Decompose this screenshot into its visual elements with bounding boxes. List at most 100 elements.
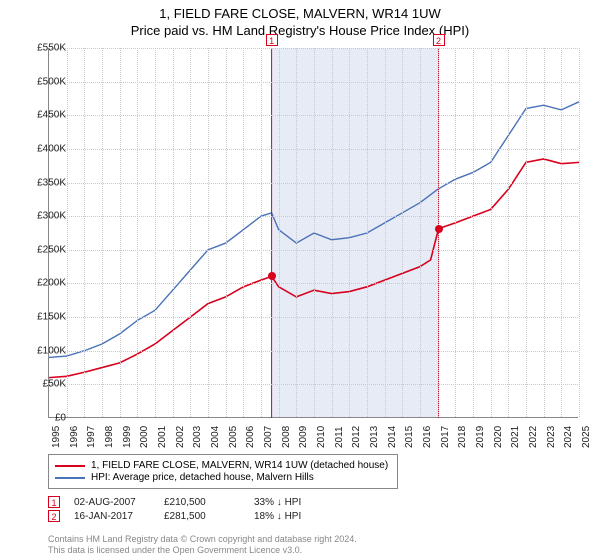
gridline-v bbox=[208, 48, 209, 417]
x-axis-label: 2021 bbox=[510, 426, 521, 448]
x-axis-label: 2008 bbox=[281, 426, 292, 448]
sales-vs-hpi: 18% ↓ HPI bbox=[254, 511, 344, 522]
x-axis-label: 2018 bbox=[457, 426, 468, 448]
x-axis-label: 2022 bbox=[528, 426, 539, 448]
y-axis-label: £350K bbox=[22, 177, 66, 188]
y-axis-label: £150K bbox=[22, 312, 66, 323]
footer-attribution: Contains HM Land Registry data © Crown c… bbox=[48, 534, 357, 556]
sales-price: £210,500 bbox=[164, 497, 254, 508]
legend-item: 1, FIELD FARE CLOSE, MALVERN, WR14 1UW (… bbox=[55, 460, 391, 471]
x-axis-label: 2002 bbox=[175, 426, 186, 448]
x-axis-label: 2012 bbox=[351, 426, 362, 448]
legend-swatch bbox=[55, 465, 85, 467]
x-axis-label: 2010 bbox=[316, 426, 327, 448]
gridline-v bbox=[137, 48, 138, 417]
y-axis-label: £250K bbox=[22, 244, 66, 255]
sale-marker-dot bbox=[268, 272, 276, 280]
sale-marker-label: 1 bbox=[266, 34, 278, 46]
x-axis-label: 2025 bbox=[581, 426, 592, 448]
x-axis-label: 2005 bbox=[228, 426, 239, 448]
gridline-v bbox=[402, 48, 403, 417]
gridline-v bbox=[455, 48, 456, 417]
y-axis-label: £100K bbox=[22, 345, 66, 356]
sales-date: 02-AUG-2007 bbox=[74, 497, 164, 508]
sales-row: 1 02-AUG-2007£210,50033% ↓ HPI bbox=[48, 496, 344, 508]
gridline-v bbox=[102, 48, 103, 417]
x-axis-label: 2004 bbox=[210, 426, 221, 448]
x-axis-label: 1999 bbox=[122, 426, 133, 448]
footer-line: This data is licensed under the Open Gov… bbox=[48, 545, 357, 556]
gridline-v bbox=[367, 48, 368, 417]
gridline-v bbox=[243, 48, 244, 417]
x-axis-label: 1995 bbox=[51, 426, 62, 448]
gridline-v bbox=[314, 48, 315, 417]
y-axis-label: £500K bbox=[22, 76, 66, 87]
gridline-v bbox=[84, 48, 85, 417]
x-axis-label: 2011 bbox=[334, 426, 345, 448]
x-axis-label: 2015 bbox=[404, 426, 415, 448]
legend-box: 1, FIELD FARE CLOSE, MALVERN, WR14 1UW (… bbox=[48, 454, 398, 489]
gridline-v bbox=[561, 48, 562, 417]
gridline-v bbox=[473, 48, 474, 417]
x-axis-label: 2003 bbox=[192, 426, 203, 448]
gridline-v bbox=[508, 48, 509, 417]
x-axis-label: 2016 bbox=[422, 426, 433, 448]
gridline-v bbox=[279, 48, 280, 417]
gridline-v bbox=[349, 48, 350, 417]
chart-container: 1, FIELD FARE CLOSE, MALVERN, WR14 1UW P… bbox=[0, 0, 600, 560]
gridline-v bbox=[67, 48, 68, 417]
gridline-v bbox=[385, 48, 386, 417]
y-axis-label: £50K bbox=[22, 379, 66, 390]
legend-item: HPI: Average price, detached house, Malv… bbox=[55, 472, 391, 483]
sales-marker-icon: 2 bbox=[48, 510, 60, 522]
gridline-v bbox=[190, 48, 191, 417]
y-axis-label: £550K bbox=[22, 43, 66, 54]
x-axis-label: 2019 bbox=[475, 426, 486, 448]
sales-row: 2 16-JAN-2017£281,50018% ↓ HPI bbox=[48, 510, 344, 522]
sale-marker-dot bbox=[435, 225, 443, 233]
x-axis-label: 2014 bbox=[387, 426, 398, 448]
gridline-v bbox=[155, 48, 156, 417]
gridline-v bbox=[544, 48, 545, 417]
gridline-v bbox=[579, 48, 580, 417]
gridline-v bbox=[226, 48, 227, 417]
x-axis-label: 2007 bbox=[263, 426, 274, 448]
page-title: 1, FIELD FARE CLOSE, MALVERN, WR14 1UW bbox=[0, 6, 600, 21]
x-axis-label: 2000 bbox=[139, 426, 150, 448]
sales-price: £281,500 bbox=[164, 511, 254, 522]
y-axis-label: £0 bbox=[22, 413, 66, 424]
gridline-v bbox=[261, 48, 262, 417]
page-subtitle: Price paid vs. HM Land Registry's House … bbox=[0, 23, 600, 38]
y-axis-label: £400K bbox=[22, 143, 66, 154]
x-axis-label: 1997 bbox=[86, 426, 97, 448]
x-axis-label: 2009 bbox=[298, 426, 309, 448]
sales-vs-hpi: 33% ↓ HPI bbox=[254, 497, 344, 508]
gridline-v bbox=[420, 48, 421, 417]
x-axis-label: 1996 bbox=[69, 426, 80, 448]
sales-marker-icon: 1 bbox=[48, 496, 60, 508]
gridline-v bbox=[296, 48, 297, 417]
x-axis-label: 2023 bbox=[546, 426, 557, 448]
gridline-v bbox=[526, 48, 527, 417]
gridline-v bbox=[120, 48, 121, 417]
gridline-v bbox=[173, 48, 174, 417]
x-axis-label: 1998 bbox=[104, 426, 115, 448]
sales-table: 1 02-AUG-2007£210,50033% ↓ HPI 2 16-JAN-201… bbox=[48, 494, 344, 524]
x-axis-label: 2001 bbox=[157, 426, 168, 448]
title-block: 1, FIELD FARE CLOSE, MALVERN, WR14 1UW P… bbox=[0, 0, 600, 38]
legend-swatch bbox=[55, 477, 85, 479]
x-axis-label: 2006 bbox=[245, 426, 256, 448]
y-axis-label: £200K bbox=[22, 278, 66, 289]
x-axis-label: 2013 bbox=[369, 426, 380, 448]
sale-marker-label: 2 bbox=[433, 34, 445, 46]
sales-date: 16-JAN-2017 bbox=[74, 511, 164, 522]
y-axis-label: £450K bbox=[22, 110, 66, 121]
gridline-v bbox=[491, 48, 492, 417]
x-axis-label: 2024 bbox=[563, 426, 574, 448]
x-axis-label: 2020 bbox=[493, 426, 504, 448]
legend-label: 1, FIELD FARE CLOSE, MALVERN, WR14 1UW (… bbox=[91, 460, 388, 471]
footer-line: Contains HM Land Registry data © Crown c… bbox=[48, 534, 357, 545]
gridline-v bbox=[332, 48, 333, 417]
y-axis-label: £300K bbox=[22, 211, 66, 222]
legend-label: HPI: Average price, detached house, Malv… bbox=[91, 472, 314, 483]
